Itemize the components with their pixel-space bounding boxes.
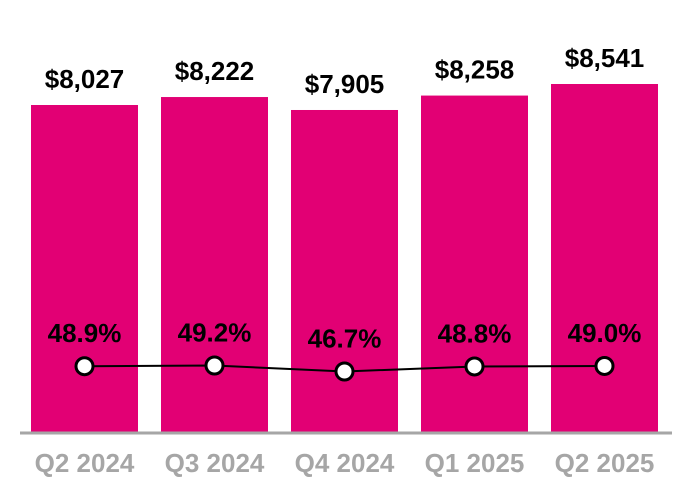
bar-value-label: $8,541 [565,43,645,73]
bar-value-label: $8,027 [45,64,125,94]
x-axis-label: Q2 2024 [35,448,135,478]
line-value-label: 48.8% [438,318,512,348]
bar [551,84,658,433]
x-axis-label: Q1 2025 [425,448,525,478]
line-marker [74,356,95,377]
line-marker [334,361,355,382]
line-marker [594,355,615,376]
bar [161,97,268,434]
bar [421,95,528,433]
x-axis-label: Q2 2025 [555,448,655,478]
line-value-label: 49.0% [568,318,642,348]
bar-value-label: $8,222 [175,56,255,86]
line-value-label: 46.7% [308,324,382,354]
line-marker [204,355,225,376]
bar [291,109,398,433]
line-marker [464,356,485,377]
line-value-label: 48.9% [48,318,122,348]
bar-value-label: $7,905 [305,69,385,99]
bar-value-label: $8,258 [435,55,515,85]
line-value-label: 49.2% [178,318,252,348]
x-axis-label: Q3 2024 [165,448,265,478]
x-axis-label: Q4 2024 [295,448,395,478]
bar [31,105,138,433]
